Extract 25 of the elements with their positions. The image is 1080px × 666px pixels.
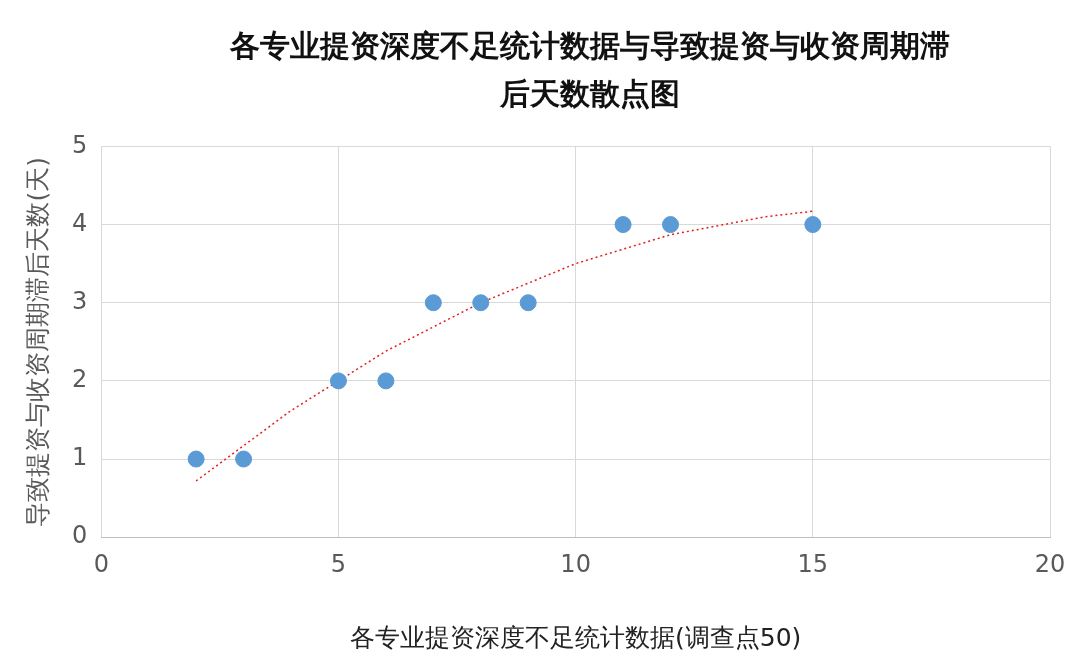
y-axis-title: 导致提资与收资周期滞后天数(天): [22, 157, 52, 527]
line-series: [195, 210, 814, 482]
point: [187, 450, 205, 468]
point: [472, 294, 490, 312]
y-tick-label: 3: [71, 286, 88, 315]
x-tick-label: 15: [797, 549, 829, 578]
point: [377, 372, 395, 390]
y-tick-label: 1: [71, 443, 88, 472]
y-tick-label: 5: [71, 130, 88, 159]
x-tick-label: 20: [1034, 549, 1066, 578]
x-tick-label: 0: [93, 549, 109, 578]
point: [519, 294, 537, 312]
point: [424, 294, 442, 312]
y-tick-label: 0: [71, 521, 88, 550]
x-tick-label: 10: [560, 549, 591, 578]
chart-title: 各专业提资深度不足统计数据与导致提资与收资周期滞后天数散点图: [229, 27, 951, 113]
x-axis-title: 各专业提资深度不足统计数据(调查点50): [349, 622, 802, 652]
y-tick-label: 2: [71, 365, 88, 394]
x-tick-label: 5: [330, 549, 347, 578]
point: [804, 216, 822, 234]
point: [614, 216, 632, 234]
y-tick-label: 4: [71, 208, 88, 237]
point: [235, 450, 253, 468]
point: [329, 372, 347, 390]
point: [662, 216, 680, 234]
